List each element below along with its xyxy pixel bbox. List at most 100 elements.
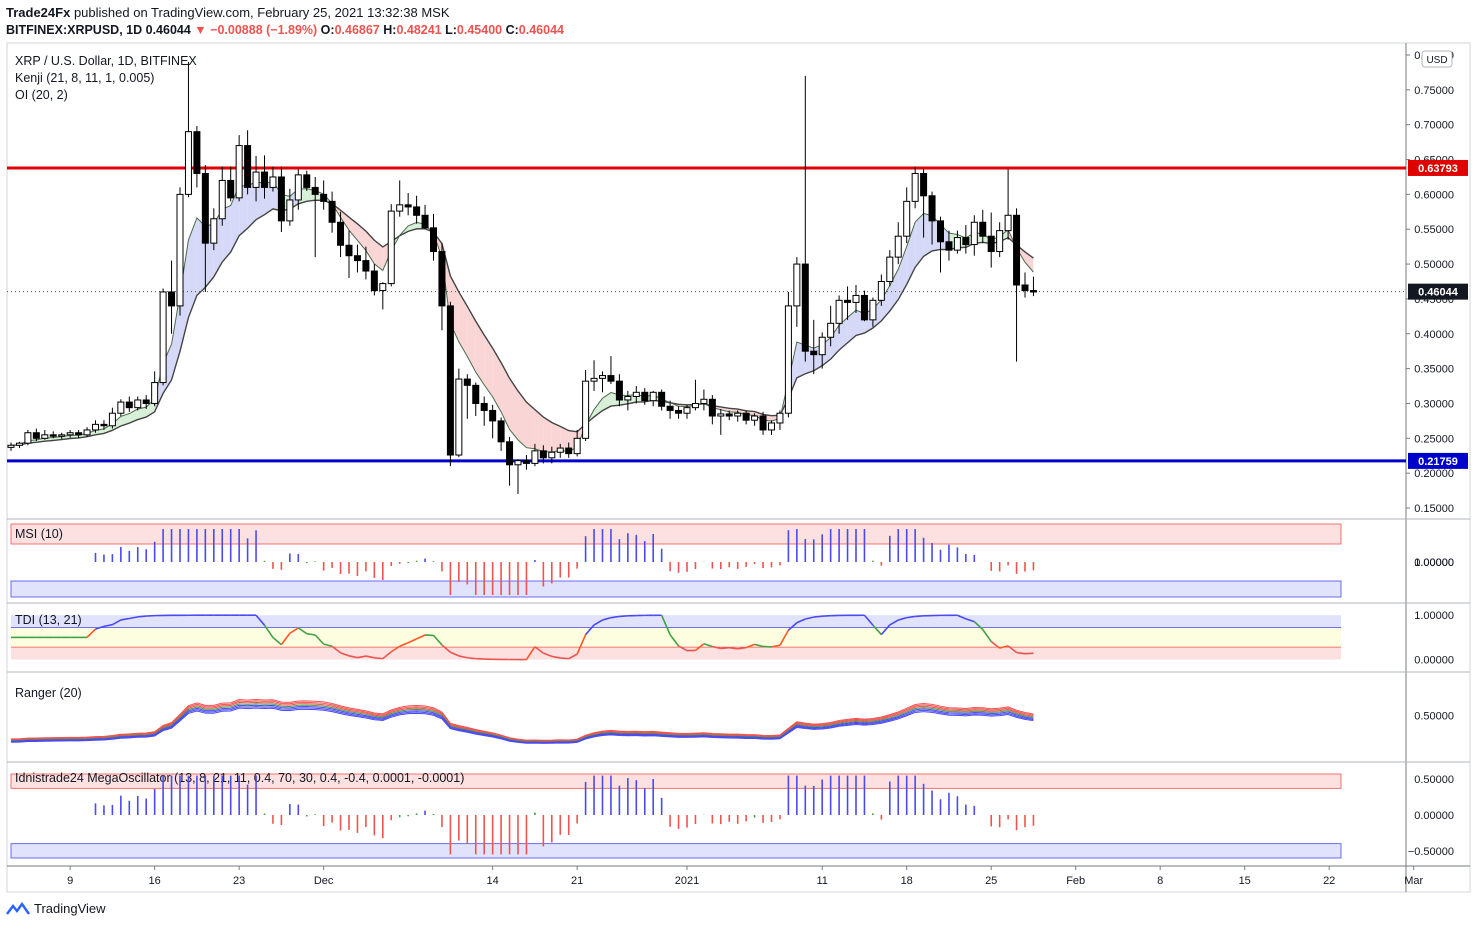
candle-body (945, 241, 953, 251)
candle-body (844, 299, 852, 303)
candle-body (227, 179, 235, 199)
tdi-segment (982, 629, 992, 643)
tdi-segment (779, 629, 790, 646)
tdi-segment (467, 656, 476, 660)
time-tick-label: 15 (1239, 875, 1251, 887)
msi-overbought-zone (10, 523, 1342, 545)
candle (404, 192, 412, 216)
candle-body (852, 294, 860, 303)
time-tick-label: 18 (901, 875, 913, 887)
candle (920, 169, 928, 238)
band-segment (247, 181, 257, 229)
candle (235, 135, 243, 202)
candle (201, 165, 209, 292)
candle (869, 297, 877, 327)
candle-body (134, 399, 142, 409)
candle-body (751, 415, 759, 421)
candle (151, 371, 159, 407)
time-tick-label: 8 (1157, 875, 1163, 887)
tdi-segment (805, 616, 814, 620)
currency-badge-label: USD (1426, 55, 1447, 66)
candle-body (24, 432, 32, 444)
candle (590, 360, 598, 391)
tdi-segment (323, 643, 333, 647)
candle (632, 386, 640, 404)
candle-body (894, 235, 902, 258)
candle (396, 180, 404, 217)
candle-body (700, 398, 708, 404)
candle-body (860, 294, 868, 321)
tdi-segment (576, 634, 587, 655)
candle (227, 166, 235, 202)
tdi-segment (390, 645, 401, 653)
candle-body (869, 299, 877, 321)
tradingview-logo-icon (6, 901, 30, 915)
time-tick-label: Dec (314, 875, 334, 887)
ranger-line (10, 698, 1034, 741)
low-label: L: (445, 23, 457, 37)
candle-body (168, 291, 176, 307)
candle-body (387, 210, 395, 285)
candle (734, 410, 742, 422)
band-segment (230, 185, 240, 253)
candle-body (675, 409, 683, 414)
candle (125, 396, 133, 412)
band-segment (256, 181, 265, 220)
candle-body (649, 391, 657, 402)
candle (717, 409, 725, 435)
candle (1013, 208, 1021, 362)
tdi-segment (745, 643, 755, 649)
ranger-axis-label: 0.50000 (1414, 711, 1454, 723)
tdi-segment (95, 625, 105, 630)
candle (793, 257, 801, 327)
band-segment (484, 334, 493, 397)
tradingview-footer[interactable]: TradingView (6, 901, 106, 916)
tdi-segment (374, 657, 383, 660)
candle-body (818, 336, 826, 356)
candle-body (734, 412, 742, 417)
tdi-segment (348, 655, 358, 659)
tdi-segment (872, 624, 882, 636)
candle-body (624, 395, 632, 401)
candle (92, 420, 99, 433)
tdi-segment (289, 627, 299, 634)
tdi-segment (357, 655, 367, 659)
ranger-line (10, 703, 1034, 743)
candle (455, 368, 463, 458)
tdi-line (11, 614, 1034, 661)
down-arrow-icon: ▼ (194, 23, 207, 37)
candle (379, 282, 387, 310)
candle (844, 286, 852, 320)
candle-body (683, 407, 691, 414)
tdi-segment (568, 653, 578, 660)
candle-body (827, 322, 835, 338)
candle-body (252, 171, 260, 188)
tdi-segment (458, 655, 468, 659)
candle (810, 319, 818, 375)
last-price-label: 0.46044 (1418, 287, 1459, 299)
tdi-segment (593, 619, 603, 626)
candle (827, 305, 835, 347)
candle (83, 427, 91, 437)
candle-body (303, 174, 311, 188)
msi-axis-label: 0.00000 (1414, 557, 1454, 569)
tdi-segment (560, 657, 569, 660)
ranger-line (10, 701, 1034, 742)
candle-body (506, 441, 514, 466)
band-segment (492, 348, 502, 412)
publisher[interactable]: Trade24Fx (6, 5, 71, 20)
tdi-segment (331, 645, 342, 654)
candle-body (810, 350, 818, 356)
candle (421, 204, 429, 230)
candle-body (514, 460, 522, 466)
tdi-segment (669, 634, 680, 647)
band-segment (526, 402, 535, 449)
candle (1029, 276, 1037, 297)
candle-body (497, 420, 505, 443)
band-segment (906, 222, 916, 285)
candle (480, 396, 488, 426)
candle-body (522, 460, 530, 464)
candle-body (1029, 290, 1037, 293)
tdi-segment (584, 624, 595, 636)
